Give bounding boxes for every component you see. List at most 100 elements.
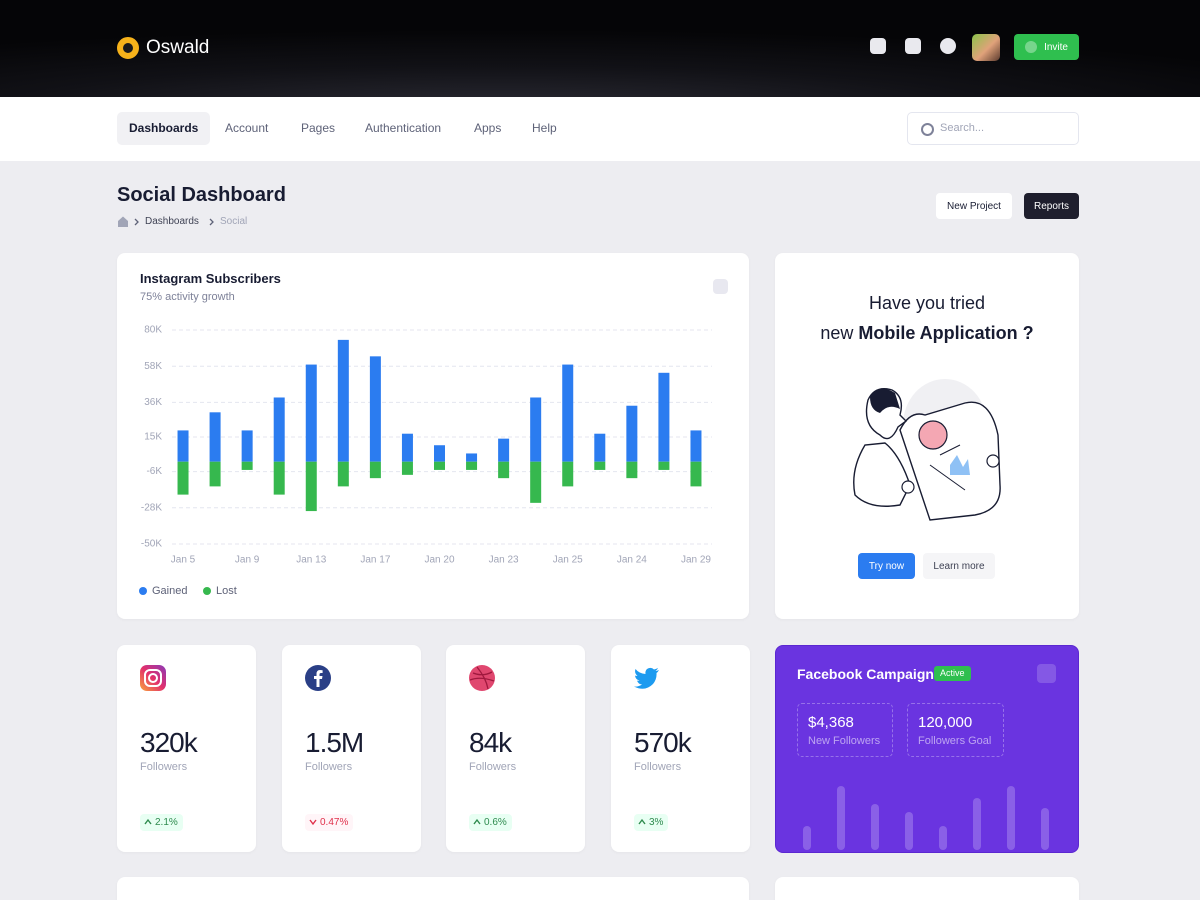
mini-bar: [1041, 808, 1049, 850]
logo[interactable]: [117, 37, 139, 59]
illustration: [853, 379, 1001, 521]
mini-bar: [939, 826, 947, 850]
metric-label: New Followers: [808, 735, 881, 747]
bar: [337, 461, 349, 487]
legend-label[interactable]: Gained: [152, 585, 187, 597]
bar: [273, 397, 285, 462]
bar: [466, 453, 478, 462]
home-icon[interactable]: [118, 216, 128, 228]
bar: [273, 461, 285, 495]
new-project-button[interactable]: New Project: [936, 193, 1012, 219]
bar: [594, 433, 606, 462]
campaign-card: [775, 645, 1079, 853]
bar: [434, 461, 445, 470]
change-badge: 2.1%: [140, 814, 183, 831]
bar: [305, 461, 317, 512]
mini-bar: [905, 812, 913, 850]
nav-item[interactable]: Account: [225, 121, 269, 135]
bar: [594, 461, 606, 470]
stat-label: Followers: [140, 761, 188, 773]
trend-arrow: [638, 818, 646, 825]
bar: [626, 405, 638, 462]
learn-more-button[interactable]: Learn more: [923, 553, 995, 579]
y-tick-label: -28K: [141, 502, 162, 513]
bar: [530, 461, 542, 503]
bar: [626, 461, 638, 479]
nav-item[interactable]: Apps: [474, 121, 502, 135]
bar: [177, 461, 189, 495]
reports-button[interactable]: Reports: [1024, 193, 1079, 219]
promo-text: new Mobile Application ?: [775, 323, 1079, 344]
x-tick-label: Jan 29: [681, 555, 711, 566]
bar: [658, 461, 670, 470]
nav-item[interactable]: Pages: [301, 121, 336, 135]
page-title: Social Dashboard: [117, 184, 286, 206]
y-tick-label: 36K: [144, 397, 162, 408]
search-box[interactable]: Search...: [907, 112, 1079, 145]
metric-value: 120,000: [918, 714, 973, 731]
stat-label: Followers: [305, 761, 353, 773]
stat-card: [446, 645, 585, 852]
toolbar-icon[interactable]: [940, 38, 956, 54]
mini-bar: [1007, 786, 1015, 850]
bar: [209, 412, 221, 462]
chart-subtitle: 75% activity growth: [140, 291, 235, 303]
y-tick-label: -6K: [146, 466, 162, 477]
breadcrumb-icons: [118, 216, 214, 228]
trend-arrow: [473, 818, 481, 825]
bar: [401, 461, 413, 475]
x-tick-label: Jan 13: [296, 555, 326, 566]
legend-label[interactable]: Lost: [216, 585, 237, 597]
x-tick-label: Jan 17: [360, 555, 390, 566]
change-badge: 3%: [634, 814, 669, 831]
x-tick-label: Jan 25: [553, 555, 583, 566]
legend-marker: [203, 587, 211, 595]
schedule-card: [117, 877, 749, 900]
change-badge: 0.47%: [305, 814, 354, 831]
bar: [241, 430, 253, 462]
metric-box: [907, 703, 1004, 757]
x-tick-label: Jan 24: [617, 555, 647, 566]
bar: [434, 445, 445, 462]
mini-bar: [871, 804, 879, 850]
bar: [498, 438, 510, 462]
bar: [466, 461, 478, 470]
y-tick-label: 80K: [144, 325, 162, 336]
chevron: [209, 218, 214, 226]
try-now-button[interactable]: Try now: [858, 553, 915, 579]
stat-value: 1.5M: [305, 727, 364, 758]
nav-item[interactable]: Help: [532, 121, 557, 135]
avatar[interactable]: [972, 34, 1000, 61]
toolbar-icon[interactable]: [870, 38, 886, 54]
bar: [369, 461, 381, 479]
bar: [369, 356, 381, 462]
chevron: [134, 218, 139, 226]
mini-bar: [837, 786, 845, 850]
invite-button[interactable]: Invite: [1014, 34, 1079, 60]
arrow: [473, 818, 481, 825]
bar: [690, 461, 702, 487]
menu-button[interactable]: [713, 279, 728, 294]
toolbar-icon[interactable]: [905, 38, 921, 54]
bar: [562, 364, 574, 462]
y-tick-label: 58K: [144, 361, 162, 372]
chart-card: [117, 253, 749, 619]
arrow: [144, 818, 152, 825]
mini-bar: [803, 826, 811, 850]
legend-marker: [139, 587, 147, 595]
chart: 80K 58K 36K 15K -6K -28K -50K Jan 5 Jan 9 Jan 13 J…: [139, 325, 712, 597]
nav-item[interactable]: Authentication: [365, 121, 442, 135]
open-button[interactable]: [1037, 664, 1056, 683]
stat-value: 320k: [140, 727, 198, 758]
arrow: [638, 818, 646, 825]
x-tick-label: Jan 20: [424, 555, 454, 566]
campaign-title: Facebook Campaign: [797, 666, 934, 682]
status-badge: Active: [934, 666, 971, 681]
breadcrumb[interactable]: Dashboards: [145, 216, 199, 227]
nav-item[interactable]: Dashboards: [117, 112, 211, 145]
brand[interactable]: Oswald: [146, 37, 210, 58]
stat-label: Followers: [634, 761, 682, 773]
social-icon: [634, 667, 659, 689]
stat-value: 570k: [634, 727, 692, 758]
